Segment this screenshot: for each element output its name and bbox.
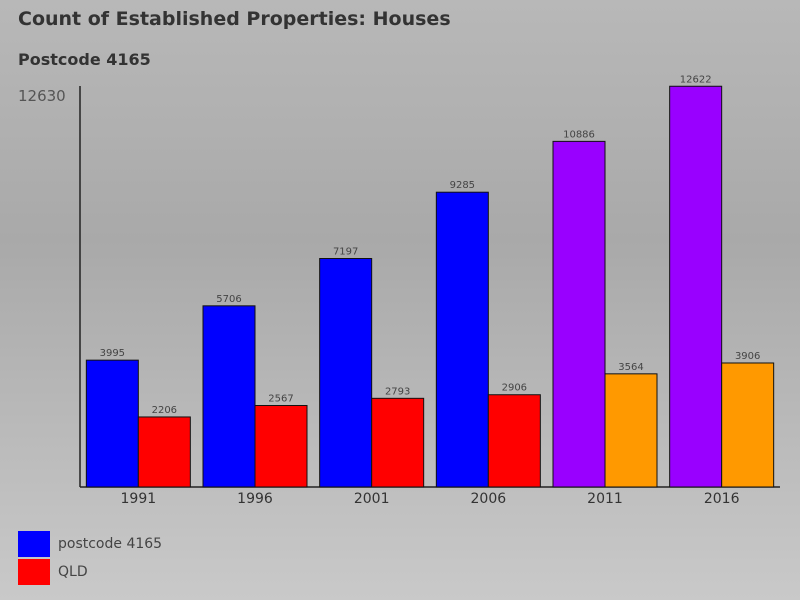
x-tick-label: 1991 — [121, 491, 157, 507]
x-tick-label: 2016 — [704, 491, 740, 507]
bar-qld-2001 — [371, 397, 425, 488]
legend-item-qld: QLD — [18, 558, 162, 586]
x-tick-label: 2006 — [471, 491, 507, 507]
legend-label-qld: QLD — [58, 564, 88, 580]
bar-qld-2011 — [604, 373, 658, 488]
data-label: 2793 — [385, 386, 410, 397]
bar-qld-2006 — [487, 394, 541, 488]
data-label: 3564 — [618, 362, 643, 373]
bar-postcode-4165-2001 — [319, 257, 373, 488]
data-label: 2567 — [268, 393, 293, 404]
chart-subtitle: Postcode 4165 — [18, 50, 151, 69]
bar-postcode-4165-2016 — [669, 85, 723, 488]
y-max-label: 12630 — [18, 87, 66, 105]
data-label: 3906 — [735, 351, 760, 362]
x-tick-label: 2011 — [587, 491, 623, 507]
bar-postcode-4165-2006 — [435, 191, 489, 488]
legend-swatch-qld — [18, 559, 50, 585]
legend: postcode 4165 QLD — [18, 530, 162, 586]
legend-label-postcode: postcode 4165 — [58, 536, 163, 552]
bar-chart: 12630 3995 2206 1991 5706 2567 1996 7197 2793 200… — [18, 74, 780, 507]
chart-title: Count of Established Properties: Houses — [18, 8, 451, 30]
data-label: 9285 — [450, 180, 475, 191]
legend-swatch-postcode — [18, 531, 50, 557]
bar-qld-2016 — [721, 362, 775, 488]
bar-qld-1991 — [137, 416, 191, 488]
data-label: 10886 — [563, 129, 595, 140]
data-label: 3995 — [100, 348, 125, 359]
x-tick-label: 1996 — [237, 491, 273, 507]
data-label: 2206 — [152, 405, 177, 416]
data-label: 7197 — [333, 246, 358, 257]
data-label: 2906 — [502, 383, 527, 394]
data-label: 5706 — [216, 294, 241, 305]
bar-postcode-4165-2011 — [552, 140, 606, 488]
x-tick-label: 2001 — [354, 491, 390, 507]
bar-postcode-4165-1996 — [202, 305, 256, 488]
bar-postcode-4165-1991 — [85, 359, 139, 488]
bar-qld-1996 — [254, 404, 308, 488]
legend-item-postcode: postcode 4165 — [18, 530, 162, 558]
data-label: 12622 — [680, 74, 712, 85]
